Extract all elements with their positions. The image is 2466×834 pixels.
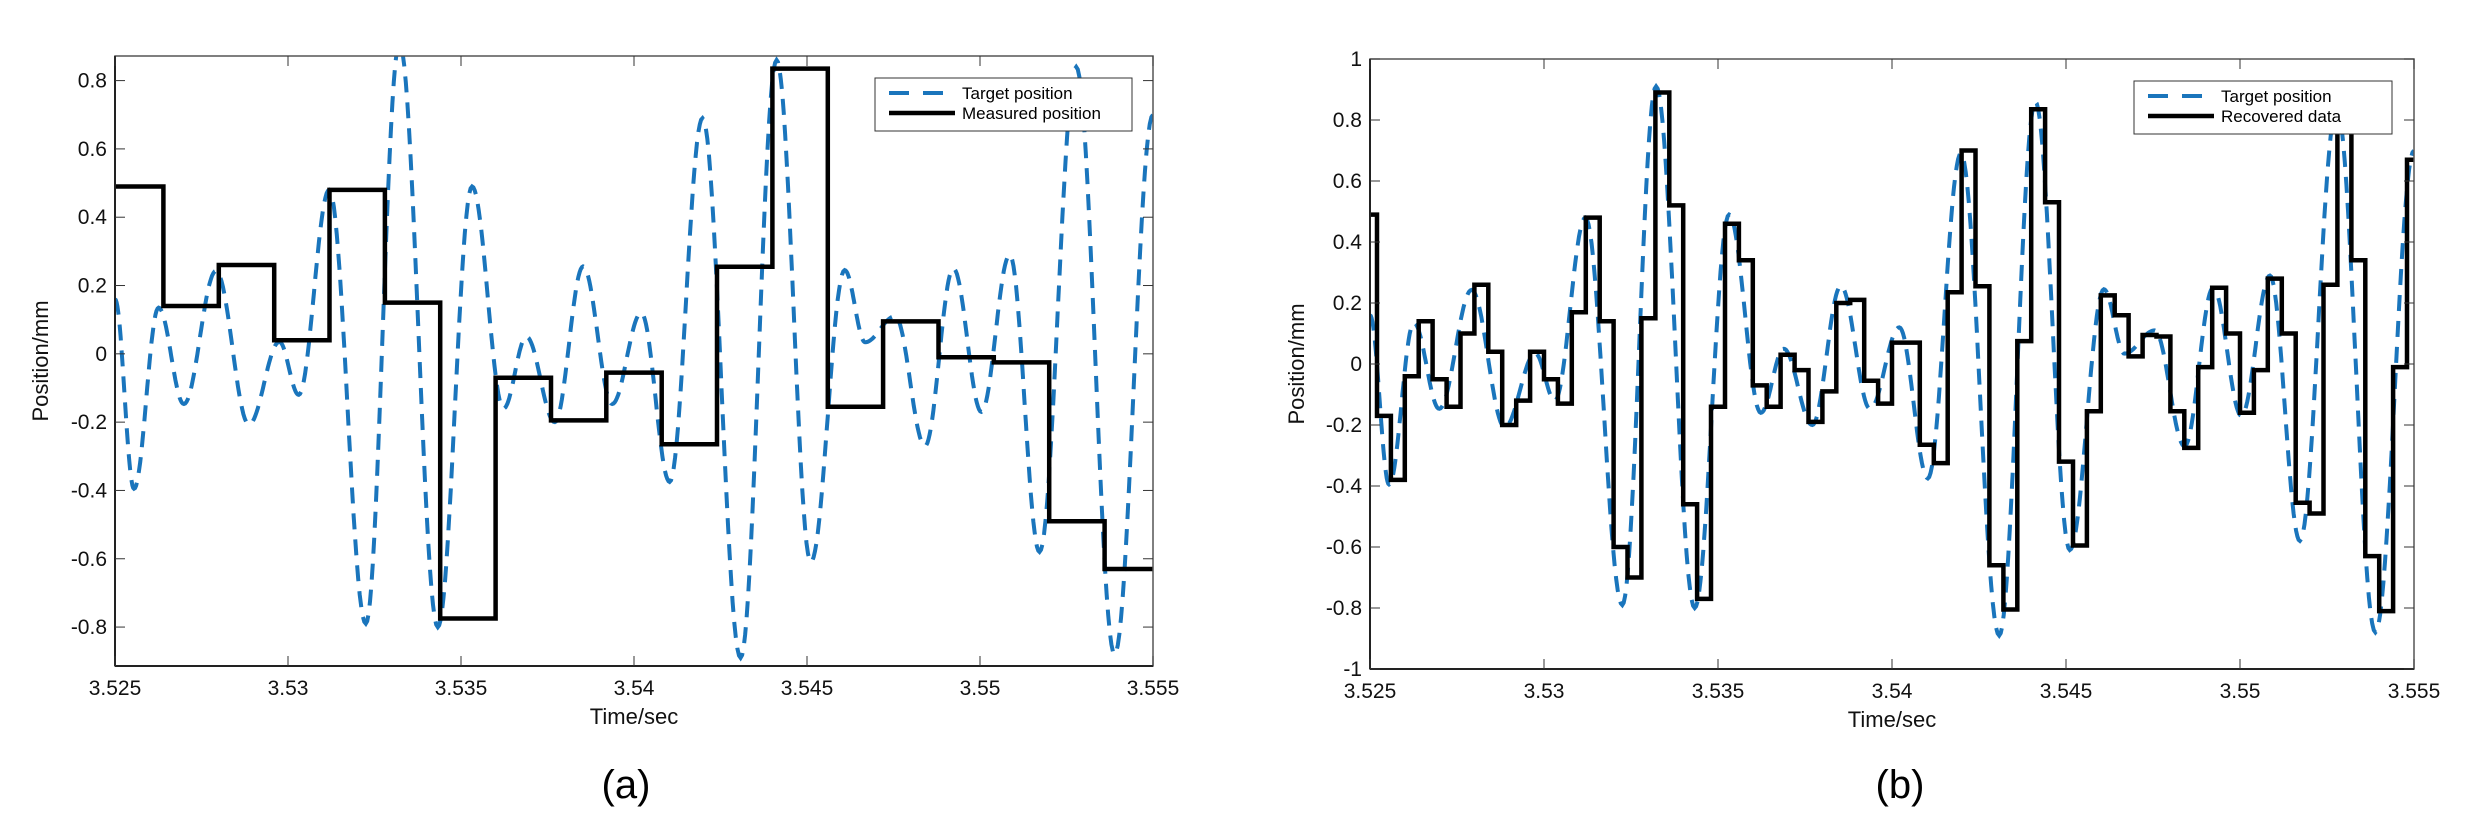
x-tick-label: 3.545 <box>781 677 834 700</box>
legend-label: Recovered data <box>2221 107 2342 126</box>
y-tick-label: -0.6 <box>1326 536 1362 559</box>
legend-box <box>2133 80 2393 135</box>
x-axis-label-b: Time/sec <box>1848 707 1936 732</box>
recovered-data-line <box>1370 90 2414 614</box>
chart-panel-a: Time/sec Position/mm (a) 3.525 3.53 3.535 3… <box>28 55 1180 807</box>
y-tick-label: 0.4 <box>1333 231 1363 254</box>
x-tick-label: 3.53 <box>268 677 309 700</box>
y-tick-label: -0.2 <box>1326 414 1362 437</box>
x-tick-label: 3.55 <box>2220 680 2261 703</box>
y-tick-label: 0.8 <box>1333 109 1362 132</box>
x-tick-label: 3.555 <box>1127 677 1180 700</box>
y-tick-label: -0.8 <box>71 616 107 639</box>
y-axis-label-a: Position/mm <box>28 300 53 421</box>
target-position-line <box>115 56 1153 662</box>
y-tick-label: 0.8 <box>78 70 107 93</box>
plot-series <box>115 56 1153 662</box>
x-tick-label: 3.55 <box>960 677 1001 700</box>
chart-panel-b: Time/sec Position/mm (b) 3.525 3.53 3.535 3… <box>1284 48 2440 807</box>
y-tick-label: 0.2 <box>78 275 107 298</box>
target-position-line <box>1370 82 2414 639</box>
y-tick-label: 0 <box>1350 353 1362 376</box>
x-tick-label: 3.555 <box>2388 680 2441 703</box>
x-tick-label: 3.525 <box>1344 680 1397 703</box>
y-tick-label: -0.4 <box>71 479 108 502</box>
measured-position-line <box>115 66 1153 621</box>
x-tick-label: 3.545 <box>2040 680 2093 703</box>
x-tick-label: 3.53 <box>1524 680 1565 703</box>
y-tick-label: 0.6 <box>1333 170 1362 193</box>
legend-label: Target position <box>2221 87 2332 106</box>
y-tick-label: 0.2 <box>1333 292 1362 315</box>
x-tick-label: 3.535 <box>435 677 488 700</box>
y-tick-label: -0.4 <box>1326 475 1363 498</box>
x-axis-label-a: Time/sec <box>590 704 678 729</box>
x-tick-label: 3.525 <box>89 677 142 700</box>
plot-series <box>1370 82 2414 639</box>
y-tick-label: -1 <box>1343 658 1362 681</box>
panel-label-b: (b) <box>1876 763 1925 807</box>
y-tick-label: -0.8 <box>1326 597 1362 620</box>
y-tick-label: 0.4 <box>78 206 108 229</box>
legend-label: Target position <box>962 84 1073 103</box>
legend-box <box>874 77 1133 132</box>
x-tick-label: 3.535 <box>1692 680 1745 703</box>
y-tick-label: 1 <box>1350 48 1362 71</box>
x-tick-label: 3.54 <box>1872 680 1913 703</box>
y-tick-label: -0.2 <box>71 411 107 434</box>
legend-label: Measured position <box>962 104 1101 123</box>
y-tick-label: 0 <box>95 343 107 366</box>
y-tick-label: 0.6 <box>78 138 107 161</box>
panel-label-a: (a) <box>602 763 651 807</box>
x-tick-label: 3.54 <box>614 677 655 700</box>
y-axis-label-b: Position/mm <box>1284 303 1309 424</box>
y-tick-label: -0.6 <box>71 548 107 571</box>
